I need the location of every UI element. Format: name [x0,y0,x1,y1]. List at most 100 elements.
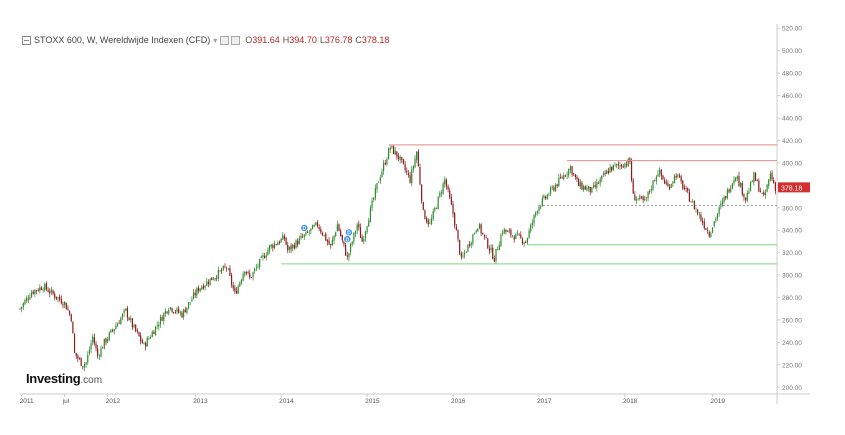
candle-body [82,366,84,368]
candle-body [540,206,542,208]
candle-body [649,190,651,192]
close-icon[interactable] [231,35,241,45]
caret-icon[interactable]: ▾ [213,35,218,45]
candle-body [211,277,213,281]
candle-body [305,231,307,235]
candle-body [731,183,733,189]
candle-body [141,340,143,344]
candle-body [665,182,667,184]
candle-body [57,297,59,299]
candle-body [321,232,324,236]
open-value: 391.64 [252,35,280,45]
candle-body [216,277,218,279]
candle-body [574,174,576,178]
candle-body [156,325,158,327]
candle-body [52,290,54,294]
candle-body [508,230,510,232]
candle-body [298,238,300,245]
candle-body [449,190,451,198]
candle-body [272,245,274,249]
candle-body [437,196,439,209]
candle-body [526,237,529,243]
dividend-marker [343,235,352,244]
candle-body [55,296,57,299]
candle-body [587,186,590,189]
candle-body [698,214,700,216]
candle-body [133,324,135,328]
candle-body [726,189,729,198]
candle-body [442,183,444,194]
candle-body [427,220,429,225]
candle-body [632,180,634,194]
candle-body [230,274,233,285]
candle-body [434,208,436,211]
candle-body [130,318,132,320]
candle-body [616,164,618,166]
candle-body [24,300,26,305]
candle-body [584,186,586,190]
candle-body [207,282,210,284]
candle-body [465,252,467,253]
candle-body [189,301,191,303]
candle-body [199,288,201,291]
candle-body [692,201,694,203]
candle-body [688,192,690,202]
candle-body [520,234,522,238]
candle-body [761,192,763,194]
candle-body [88,350,91,354]
candle-body [493,257,495,262]
candle-body [640,196,643,198]
x-tick-label: jul [62,398,70,405]
candle-body [667,183,669,187]
candle-body [206,281,208,286]
candle-body [652,180,654,190]
candle-body [394,150,396,155]
candle-body [335,232,337,236]
candle-body [376,183,378,190]
candle-body [359,227,362,238]
candle-body [503,229,505,234]
candle-body [513,236,515,240]
candle-body [232,285,234,289]
candle-body [541,198,543,207]
candle-body [389,147,391,150]
candle-body [454,213,456,227]
candle-body [384,162,386,165]
candle-body [174,311,176,313]
candle-body [716,213,719,219]
candle-body [624,163,626,168]
candle-body [619,165,621,167]
candle-body [315,222,317,225]
candle-body [447,186,449,190]
candle-body [27,298,29,300]
candle-body [34,289,36,295]
candle-body [602,173,605,175]
candle-body [30,292,33,298]
candle-body [391,145,393,148]
chart-legend: STOXX 600, W, Wereldwijde Indexen (CFD) … [22,33,389,47]
candle-body [429,222,431,224]
candle-body [621,164,623,167]
candle-body [366,226,368,233]
candle-body [485,237,487,238]
candle-body [313,225,315,227]
candle-body [596,182,598,188]
candle-body [500,235,502,246]
candle-body [40,287,43,290]
candle-body [202,285,205,289]
candle-body [730,188,732,192]
settings-icon[interactable] [220,35,230,45]
collapse-icon[interactable] [22,35,31,45]
candle-body [32,291,34,294]
candle-body [303,234,305,237]
candle-body [136,330,138,332]
candle-body [564,175,567,177]
candle-body [282,235,284,240]
candle-body [364,231,367,239]
y-tick-label: 320.00 [782,250,802,257]
candle-body [535,212,537,216]
last-price-tag [778,182,810,193]
candle-body [678,175,681,177]
